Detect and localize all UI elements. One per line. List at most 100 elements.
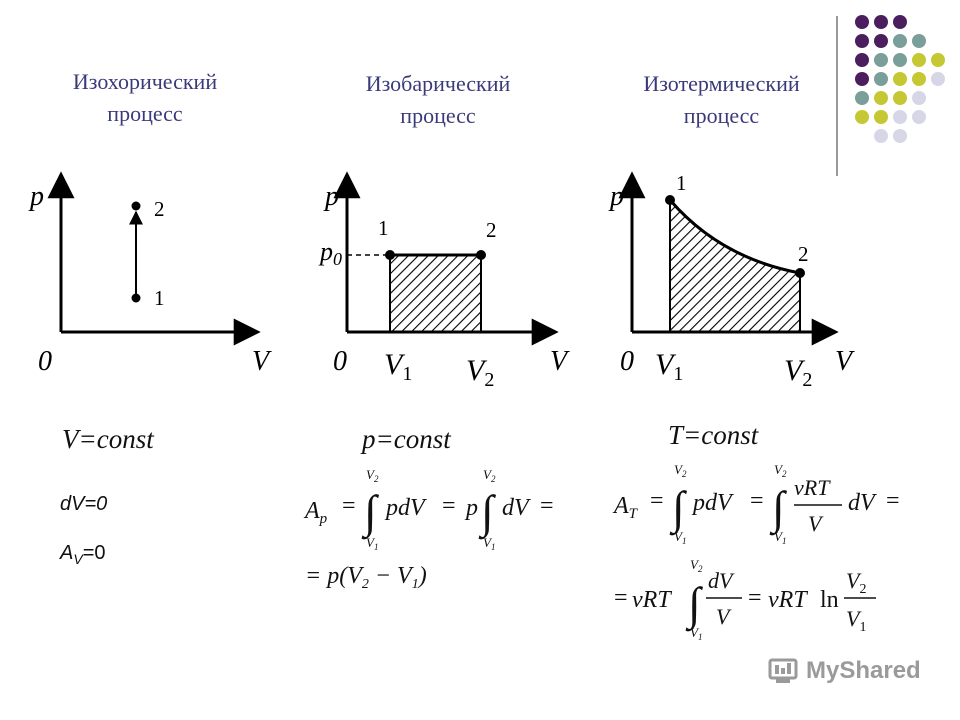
isobaric-p0-label: p0 [318, 237, 342, 269]
formula-ap-p: p [464, 495, 478, 521]
isochoric-graph: p 0 V 1 2 [28, 171, 272, 377]
decor-dot [874, 110, 888, 124]
watermark-text: MyShared [806, 657, 921, 684]
isobaric-title-line1: Изобарический [365, 71, 511, 96]
formula-at-integral2: ∫ [769, 482, 787, 536]
isochoric-eq-work-rest: =0 [82, 542, 106, 564]
isothermal-pt1-label: 1 [676, 171, 687, 195]
decor-dot [855, 34, 869, 48]
isothermal-condition: T=const [668, 420, 759, 450]
formula-ap-lim-lo2: V1 [483, 535, 495, 552]
isobaric-point-2 [476, 250, 486, 260]
isochoric-pt2-label: 2 [154, 197, 165, 221]
decor-dot [912, 110, 926, 124]
isobaric-condition: p=const [362, 424, 451, 454]
decor-dot [855, 110, 869, 124]
isothermal-title-line2: процесс [683, 103, 760, 128]
formula-at2-frac-den: V [716, 604, 732, 629]
decor-dot [912, 53, 926, 67]
formula-at-eq1: = [650, 488, 664, 514]
isothermal-title: Изотермический процесс [614, 68, 829, 132]
isochoric-point-2 [131, 201, 141, 211]
watermark: MyShared [768, 656, 921, 686]
isothermal-zero-label: 0 [620, 346, 634, 377]
decor-dot [874, 72, 888, 86]
isothermal-v2-label: V2 [784, 354, 812, 391]
formula-at2-frac2-num: V2 [846, 568, 866, 597]
isobaric-p-label: p [323, 181, 339, 212]
isochoric-condition: V=const [62, 424, 154, 454]
formula-at2-nurt2: νRT [768, 587, 808, 613]
decor-dot [893, 15, 907, 29]
decor-dot-grid [855, 15, 945, 143]
formula-at-frac-den: V [808, 511, 824, 536]
formula-ap-eq2: = [442, 493, 456, 519]
isothermal-v-label: V [835, 346, 855, 377]
decor-dot [874, 53, 888, 67]
formula-ap-lim-up1: V2 [366, 467, 379, 484]
formula-ap-integral2: ∫ [478, 486, 496, 540]
isobaric-pt1-label: 1 [378, 216, 389, 240]
decor-dot [893, 110, 907, 124]
isochoric-point-1 [131, 293, 141, 303]
isochoric-title: Изохорический процесс [40, 66, 250, 130]
formula-at-A: AT [612, 493, 639, 522]
formula-ap-pdv: pdV [384, 495, 427, 521]
graphs-canvas: p 0 V 1 2 p p0 0 V V1 V2 1 2 p 0 V V1 V2… [28, 171, 855, 391]
decor-dot [912, 34, 926, 48]
formula-at2-integral: ∫ [685, 578, 703, 632]
isothermal-point-2 [795, 268, 805, 278]
isochoric-eq-dv: dV=0 [60, 493, 108, 515]
formula-at2-ln: ln [820, 587, 839, 613]
formula-ap-A: Ap [303, 498, 328, 527]
isochoric-pt1-label: 1 [154, 286, 165, 310]
decor-divider-line [836, 16, 838, 176]
decor-dot [893, 91, 907, 105]
isochoric-title-line2: процесс [107, 101, 183, 126]
formula-at-lim-lo2: V1 [774, 529, 786, 546]
decor-dot [855, 91, 869, 105]
isochoric-eq-work: AV=0 [60, 542, 106, 567]
formula-ap-lim-lo1: V1 [366, 535, 378, 552]
decor-dot [893, 72, 907, 86]
isothermal-pt2-label: 2 [798, 242, 809, 266]
decor-dot [912, 72, 926, 86]
isothermal-point-1 [665, 195, 675, 205]
decor-dot [855, 72, 869, 86]
isothermal-graph: p 0 V V1 V2 1 2 [608, 171, 855, 391]
formula-at-eq2: = [750, 488, 764, 514]
formula-at2-eq: = [614, 585, 628, 611]
isobaric-work-formula: Ap = ∫ V2 V1 pdV = p ∫ V2 V1 dV = = p(V2… [303, 467, 554, 592]
formula-at-lim-lo1: V1 [674, 529, 686, 546]
isochoric-p-label: p [28, 181, 44, 212]
formula-at-frac-num: νRT [794, 475, 831, 500]
isothermal-title-line1: Изотермический [643, 71, 800, 96]
isobaric-title-line2: процесс [400, 103, 476, 128]
isobaric-point-1 [385, 250, 395, 260]
formula-ap-eq1: = [342, 493, 356, 519]
isochoric-title-line1: Изохорический [72, 69, 218, 94]
decor-dot [931, 53, 945, 67]
isochoric-zero-label: 0 [38, 346, 52, 377]
isochoric-v-label: V [252, 346, 272, 377]
watermark-logo-icon [768, 658, 798, 683]
formula-at-dv: dV [848, 490, 877, 516]
isobaric-title: Изобарический процесс [333, 68, 543, 132]
formula-at2-frac-num: dV [708, 568, 735, 593]
isothermal-v1-label: V1 [655, 348, 683, 385]
formulas-canvas: Ap = ∫ V2 V1 pdV = p ∫ V2 V1 dV = = p(V2… [303, 462, 900, 642]
isobaric-pt2-label: 2 [486, 218, 497, 242]
decor-dot [855, 53, 869, 67]
isobaric-zero-label: 0 [333, 346, 347, 377]
decor-dot [874, 34, 888, 48]
decor-dot [912, 91, 926, 105]
isochoric-eq-work-A: A [60, 542, 74, 564]
formula-ap-integral1: ∫ [361, 486, 379, 540]
formula-at2-nurt1: νRT [632, 587, 672, 613]
decor-dot [893, 34, 907, 48]
isochoric-eq-work-sub: V [73, 551, 83, 567]
formula-at2-frac2-den: V1 [846, 606, 866, 635]
formula-at-lim-up1: V2 [674, 462, 687, 479]
decor-dot [874, 129, 888, 143]
formula-at2-lim-lo: V1 [690, 625, 702, 642]
